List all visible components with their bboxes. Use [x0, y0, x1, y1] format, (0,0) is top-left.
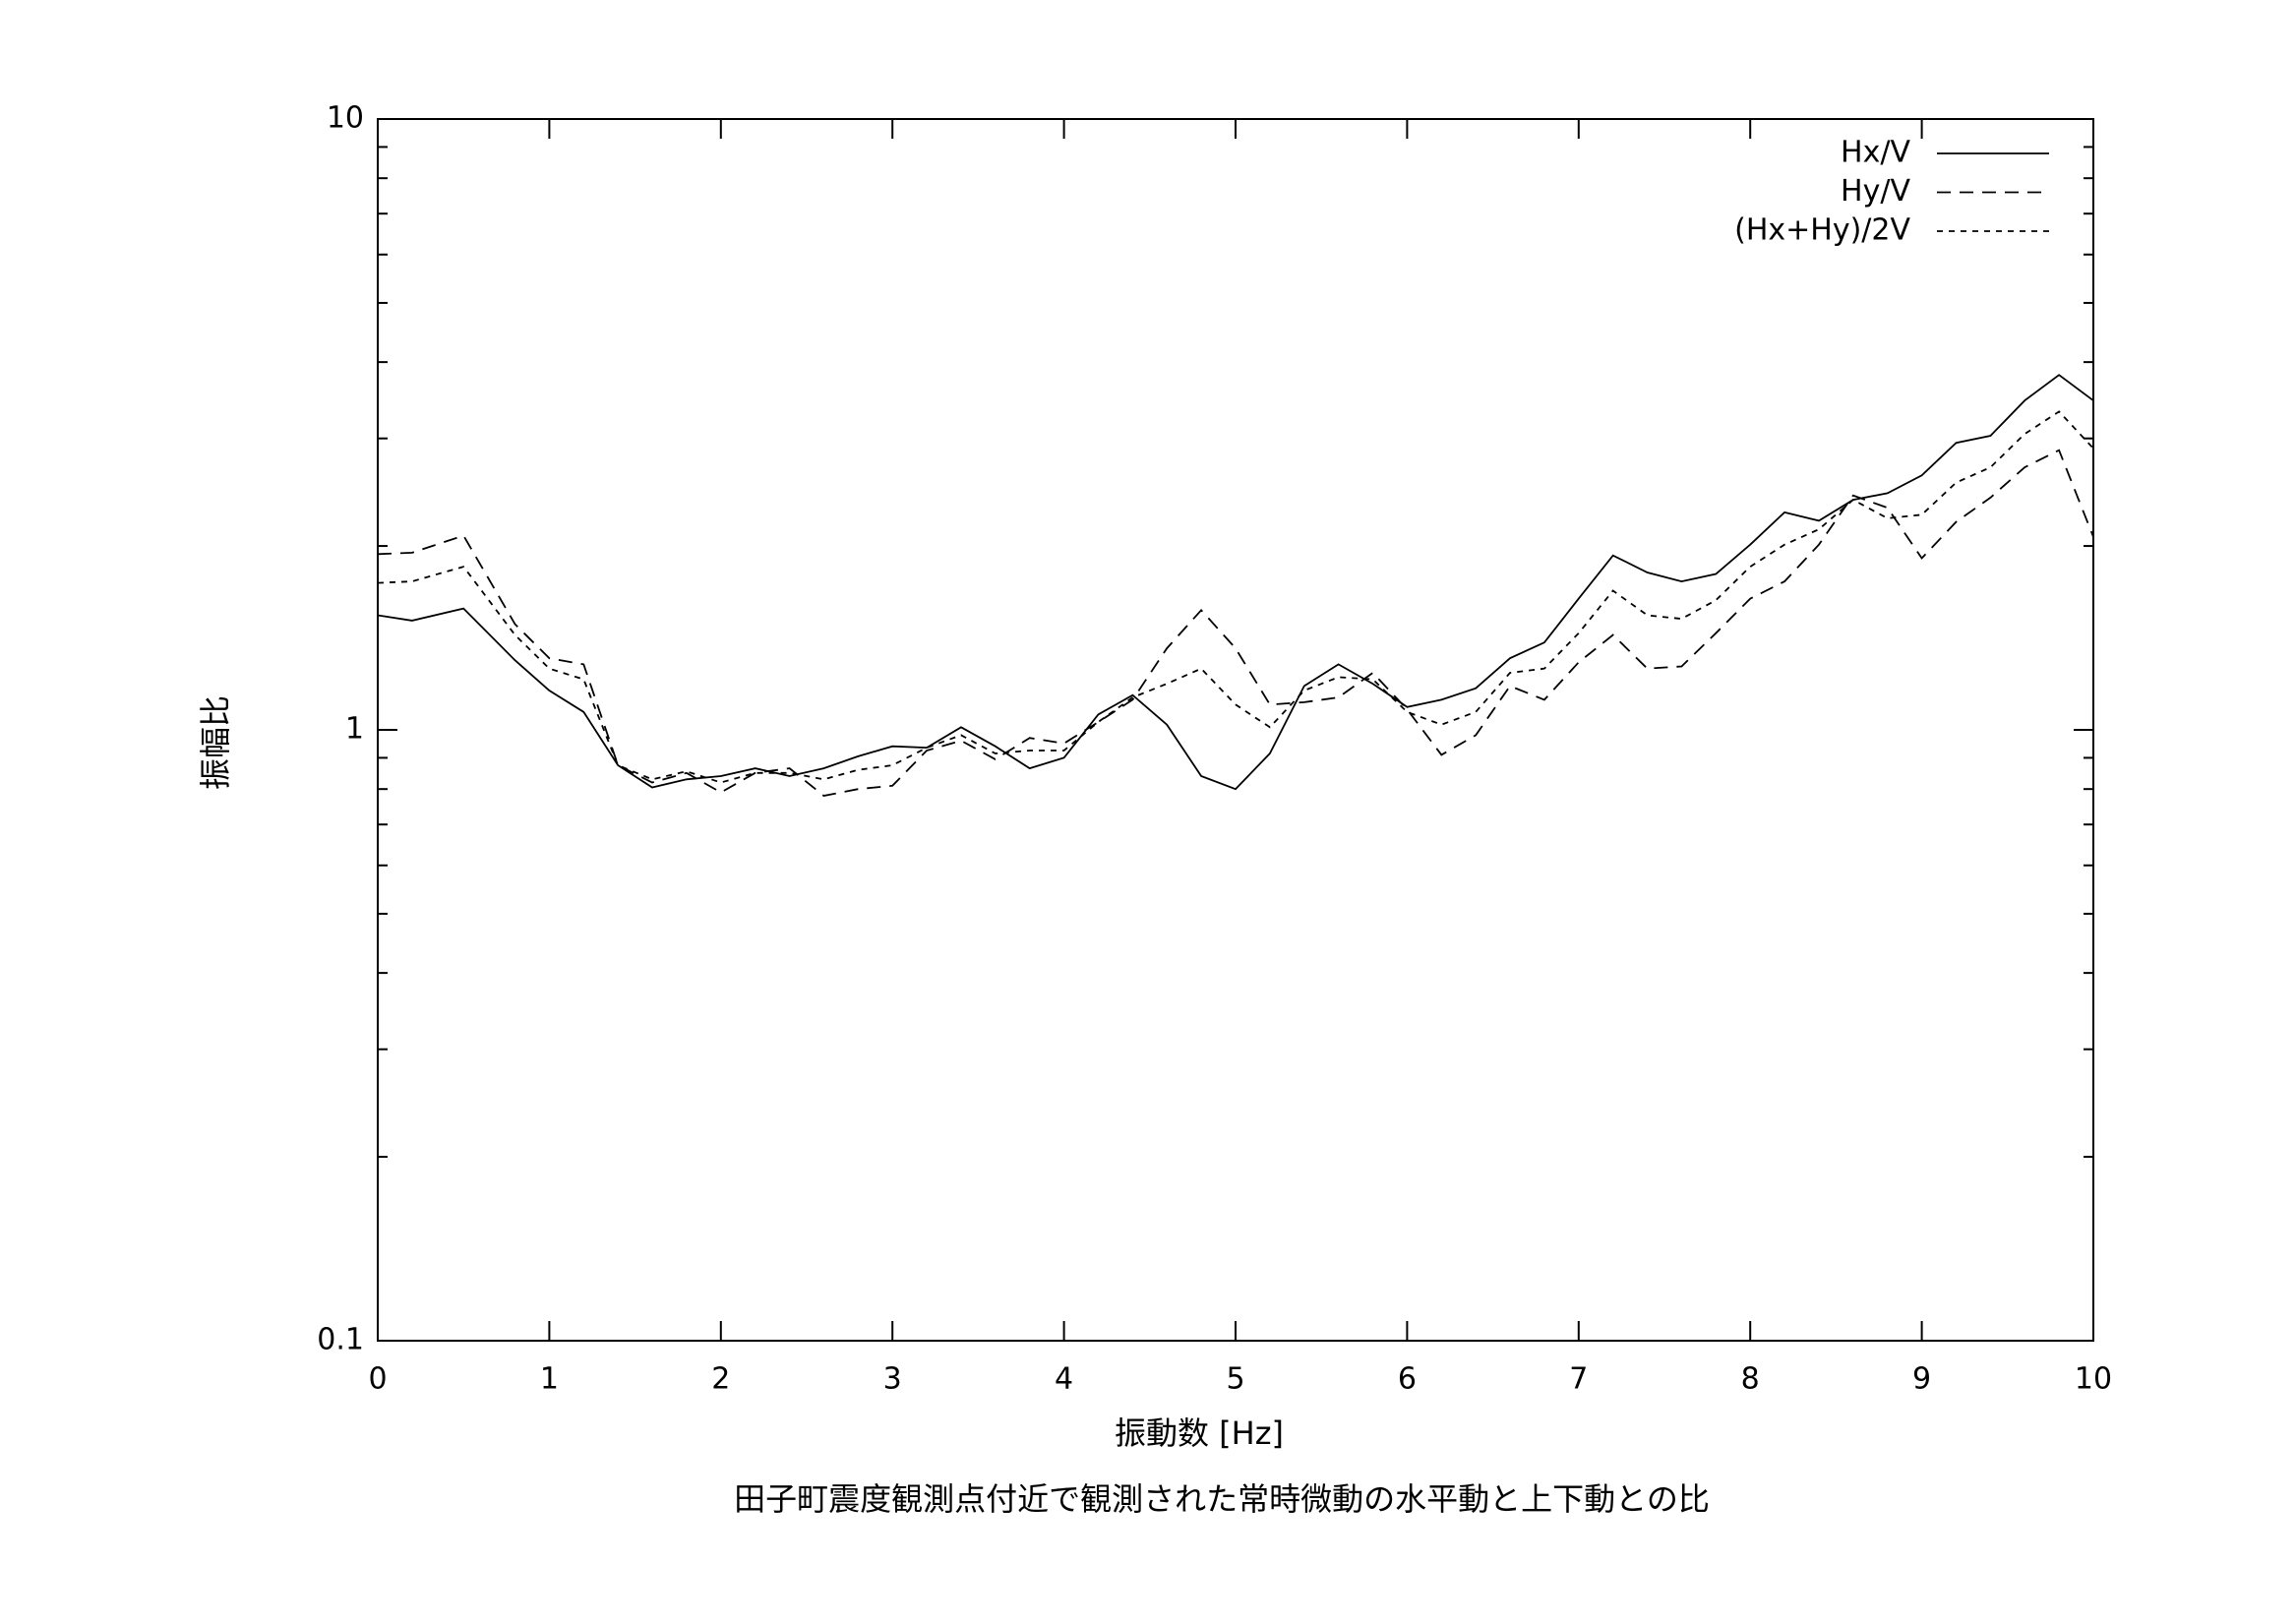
x-tick-label: 6	[1398, 1362, 1417, 1397]
x-tick-label: 7	[1569, 1362, 1588, 1397]
x-tick-label: 2	[711, 1362, 730, 1397]
x-tick-label: 8	[1741, 1362, 1760, 1397]
y-tick-label: 10	[327, 101, 364, 136]
legend-label: Hx/V	[1841, 136, 1910, 170]
x-tick-label: 0	[368, 1362, 387, 1397]
chart-title: 田子町震度観測点付近で観測された常時微動の水平動と上下動との比	[734, 1480, 1710, 1518]
x-tick-label: 1	[540, 1362, 559, 1397]
x-tick-label: 5	[1226, 1362, 1244, 1397]
y-tick-label: 1	[345, 712, 364, 747]
series-line	[377, 410, 2094, 784]
x-tick-label: 10	[2075, 1362, 2112, 1397]
series-line	[377, 374, 2094, 791]
x-tick-label: 9	[1912, 1362, 1931, 1397]
x-axis-label: 振動数 [Hz]	[1115, 1414, 1284, 1452]
legend-label: Hy/V	[1841, 174, 1910, 209]
y-axis-label: 振幅比	[197, 695, 234, 790]
legend-label: (Hx+Hy)/2V	[1734, 213, 1910, 248]
x-tick-label: 3	[883, 1362, 902, 1397]
y-tick-label: 0.1	[317, 1323, 364, 1357]
plot-frame	[377, 118, 2094, 1342]
x-tick-label: 4	[1055, 1362, 1073, 1397]
series-line	[377, 449, 2094, 797]
